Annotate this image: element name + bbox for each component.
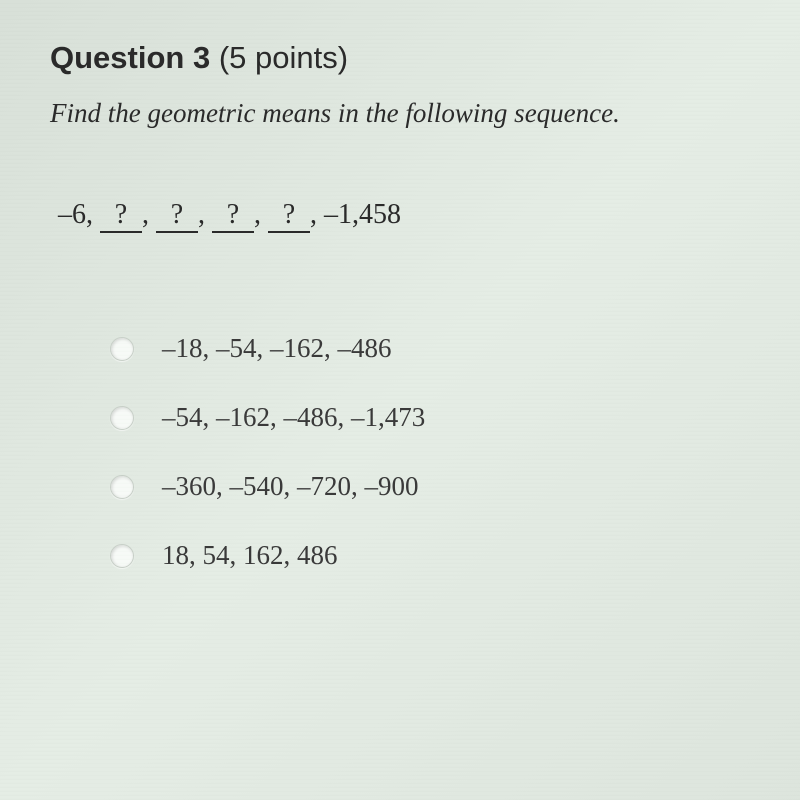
option-d[interactable]: 18, 54, 162, 486	[110, 540, 750, 571]
radio-icon[interactable]	[110, 544, 134, 568]
option-b[interactable]: –54, –162, –486, –1,473	[110, 402, 750, 433]
sequence-blank-1: ?	[100, 199, 142, 233]
sequence-display: –6, ?, ?, ?, ?, –1,458	[50, 199, 750, 233]
answer-options: –18, –54, –162, –486 –54, –162, –486, –1…	[50, 333, 750, 571]
radio-icon[interactable]	[110, 406, 134, 430]
option-a[interactable]: –18, –54, –162, –486	[110, 333, 750, 364]
sequence-blank-2: ?	[156, 199, 198, 233]
points-label: (5 points)	[210, 40, 348, 75]
option-d-text: 18, 54, 162, 486	[162, 540, 338, 571]
question-number: Question 3	[50, 40, 210, 75]
sequence-first: –6	[58, 199, 86, 230]
sequence-blank-3: ?	[212, 199, 254, 233]
option-c[interactable]: –360, –540, –720, –900	[110, 471, 750, 502]
option-b-text: –54, –162, –486, –1,473	[162, 402, 425, 433]
question-header: Question 3 (5 points)	[50, 40, 750, 76]
sequence-comma: ,	[254, 199, 261, 230]
sequence-comma: ,	[198, 199, 205, 230]
sequence-last: –1,458	[324, 199, 401, 230]
radio-icon[interactable]	[110, 475, 134, 499]
question-prompt: Find the geometric means in the followin…	[50, 98, 750, 129]
sequence-comma: ,	[310, 199, 317, 230]
sequence-comma: ,	[86, 199, 93, 230]
sequence-blank-4: ?	[268, 199, 310, 233]
option-c-text: –360, –540, –720, –900	[162, 471, 419, 502]
radio-icon[interactable]	[110, 337, 134, 361]
sequence-comma: ,	[142, 199, 149, 230]
option-a-text: –18, –54, –162, –486	[162, 333, 392, 364]
